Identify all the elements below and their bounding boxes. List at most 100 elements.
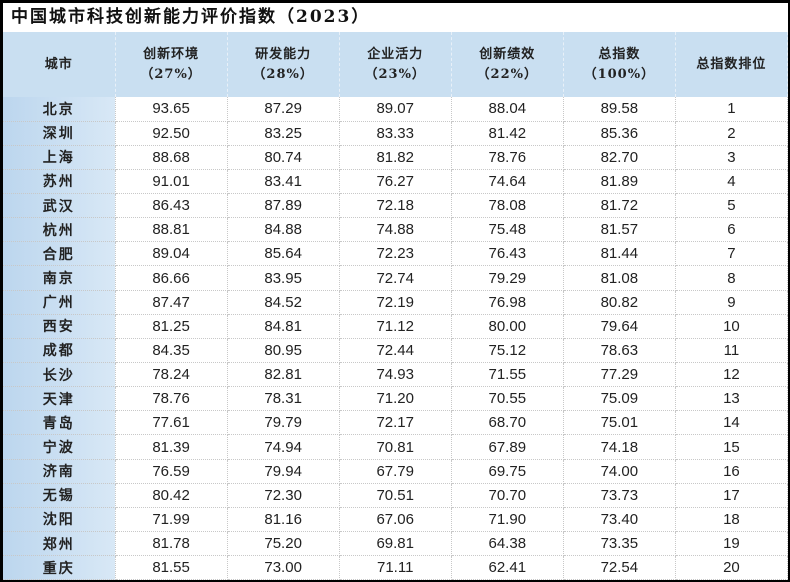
value-cell: 72.23 — [339, 241, 452, 267]
value-cell: 73.00 — [227, 555, 340, 581]
city-cell: 北京 — [3, 97, 116, 122]
value-cell: 7 — [675, 241, 789, 267]
value-cell: 77.29 — [563, 362, 676, 388]
value-cell: 72.54 — [563, 555, 676, 581]
value-cell: 76.27 — [339, 169, 452, 195]
value-cell: 73.73 — [563, 483, 676, 508]
value-cell: 69.75 — [451, 459, 564, 484]
table-row: 苏州 91.01 83.41 76.27 74.64 81.89 4 — [3, 169, 789, 195]
table-image: 中国城市科技创新能力评价指数（2023） 城市 创新环境 （27%） 研发能力 （28%… — [3, 3, 789, 581]
value-cell: 83.95 — [227, 265, 340, 291]
city-cell: 宁波 — [3, 434, 116, 460]
value-cell: 84.52 — [227, 290, 340, 315]
city-cell: 天津 — [3, 386, 116, 412]
value-cell: 78.76 — [115, 386, 228, 412]
value-cell: 76.59 — [115, 459, 228, 484]
value-cell: 79.94 — [227, 459, 340, 484]
value-cell: 75.20 — [227, 531, 340, 557]
value-cell: 72.18 — [339, 193, 452, 219]
value-cell: 71.55 — [451, 362, 564, 388]
column-header: 总指数排位 — [675, 32, 789, 97]
value-cell: 78.31 — [227, 386, 340, 412]
value-cell: 87.89 — [227, 193, 340, 219]
value-cell: 70.51 — [339, 483, 452, 508]
value-cell: 72.19 — [339, 290, 452, 315]
value-cell: 81.16 — [227, 507, 340, 533]
table-row: 深圳 92.50 83.25 83.33 81.42 85.36 2 — [3, 121, 789, 146]
value-cell: 74.00 — [563, 459, 676, 484]
value-cell: 9 — [675, 290, 789, 315]
value-cell: 70.70 — [451, 483, 564, 508]
value-cell: 67.89 — [451, 434, 564, 460]
value-cell: 81.78 — [115, 531, 228, 557]
value-cell: 78.08 — [451, 193, 564, 219]
value-cell: 81.08 — [563, 265, 676, 291]
column-header-label: 研发能力 — [255, 46, 312, 62]
value-cell: 75.48 — [451, 217, 564, 243]
value-cell: 89.58 — [563, 97, 676, 122]
value-cell: 80.42 — [115, 483, 228, 508]
value-cell: 3 — [675, 145, 789, 170]
value-cell: 74.93 — [339, 362, 452, 388]
value-cell: 80.74 — [227, 145, 340, 170]
value-cell: 78.24 — [115, 362, 228, 388]
value-cell: 1 — [675, 97, 789, 122]
value-cell: 71.12 — [339, 314, 452, 339]
column-header: 创新绩效 （22%） — [451, 32, 564, 97]
value-cell: 89.04 — [115, 241, 228, 267]
value-cell: 71.11 — [339, 555, 452, 581]
table-row: 合肥 89.04 85.64 72.23 76.43 81.44 7 — [3, 241, 789, 267]
city-cell: 重庆 — [3, 555, 116, 581]
value-cell: 86.43 — [115, 193, 228, 219]
value-cell: 80.82 — [563, 290, 676, 315]
value-cell: 80.00 — [451, 314, 564, 339]
column-header: 总指数 （100%） — [563, 32, 676, 97]
column-header-weight: （23%） — [364, 66, 426, 82]
table-row: 杭州 88.81 84.88 74.88 75.48 81.57 6 — [3, 217, 789, 243]
value-cell: 69.81 — [339, 531, 452, 557]
value-cell: 64.38 — [451, 531, 564, 557]
value-cell: 81.72 — [563, 193, 676, 219]
value-cell: 74.18 — [563, 434, 676, 460]
city-cell: 成都 — [3, 338, 116, 364]
value-cell: 74.88 — [339, 217, 452, 243]
city-cell: 无锡 — [3, 483, 116, 508]
value-cell: 74.94 — [227, 434, 340, 460]
value-cell: 6 — [675, 217, 789, 243]
value-cell: 85.36 — [563, 121, 676, 146]
table-row: 广州 87.47 84.52 72.19 76.98 80.82 9 — [3, 290, 789, 315]
value-cell: 86.66 — [115, 265, 228, 291]
city-cell: 青岛 — [3, 410, 116, 436]
city-cell: 长沙 — [3, 362, 116, 388]
value-cell: 11 — [675, 338, 789, 364]
city-cell: 深圳 — [3, 121, 116, 146]
table-row: 南京 86.66 83.95 72.74 79.29 81.08 8 — [3, 265, 789, 291]
value-cell: 79.79 — [227, 410, 340, 436]
column-header: 城市 — [3, 32, 116, 97]
value-cell: 14 — [675, 410, 789, 436]
value-cell: 87.47 — [115, 290, 228, 315]
city-index-table: 城市 创新环境 （27%） 研发能力 （28%） 企业活力 （23%） 创新绩效 （22%） 总指… — [3, 32, 789, 581]
value-cell: 75.12 — [451, 338, 564, 364]
value-cell: 78.63 — [563, 338, 676, 364]
value-cell: 88.68 — [115, 145, 228, 170]
city-cell: 郑州 — [3, 531, 116, 557]
value-cell: 74.64 — [451, 169, 564, 195]
value-cell: 93.65 — [115, 97, 228, 122]
value-cell: 85.64 — [227, 241, 340, 267]
value-cell: 81.89 — [563, 169, 676, 195]
value-cell: 73.40 — [563, 507, 676, 533]
column-header-weight: （22%） — [476, 66, 538, 82]
value-cell: 75.09 — [563, 386, 676, 412]
city-cell: 沈阳 — [3, 507, 116, 533]
value-cell: 70.81 — [339, 434, 452, 460]
table-row: 重庆 81.55 73.00 71.11 62.41 72.54 20 — [3, 555, 789, 581]
value-cell: 78.76 — [451, 145, 564, 170]
value-cell: 80.95 — [227, 338, 340, 364]
value-cell: 89.07 — [339, 97, 452, 122]
value-cell: 67.79 — [339, 459, 452, 484]
value-cell: 81.55 — [115, 555, 228, 581]
table-row: 无锡 80.42 72.30 70.51 70.70 73.73 17 — [3, 483, 789, 508]
table-row: 成都 84.35 80.95 72.44 75.12 78.63 11 — [3, 338, 789, 364]
city-cell: 济南 — [3, 459, 116, 484]
